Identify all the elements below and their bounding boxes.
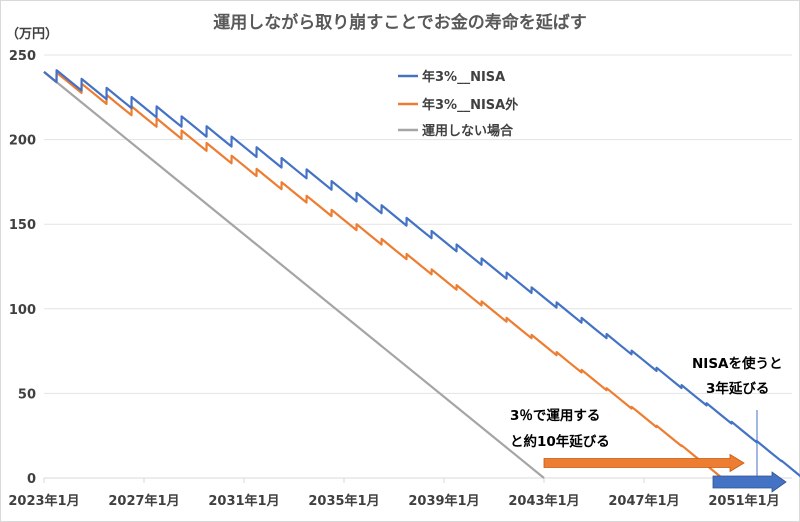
y-tick-label: 0 [27,472,36,487]
x-tick-label: 2047年1月 [608,493,679,509]
annotation-10-years-line2: と約10年延びる [510,433,610,450]
legend: 年3%__NISA 年3%__NISA外 運用しない場合 [398,69,518,139]
annotation-10-years-line1: 3％で運用する [510,408,600,424]
x-tick-label: 2031年1月 [208,493,279,509]
x-axis-ticks: 2023年1月 2027年1月 2031年1月 2035年1月 2039年1月 2043年… [8,478,780,509]
series-line-1 [43,71,723,479]
legend-label-non-nisa: 年3%__NISA外 [422,97,518,113]
y-tick-label: 250 [9,49,36,64]
annotation-3-years-line1: NISAを使うと [692,355,783,372]
x-tick-label: 2043年1月 [508,493,579,509]
x-tick-label: 2023年1月 [8,493,79,509]
legend-label-no-investment: 運用しない場合 [422,123,514,139]
y-tick-label: 150 [9,218,36,233]
annotation-arrow-orange [543,453,745,473]
chart-title: 運用しながら取り崩すことでお金の寿命を延ばす [213,12,587,33]
annotation-10-years: 3％で運用する と約10年延びる [510,408,745,473]
series-line-2 [43,71,545,479]
annotation-3-years-line2: 3年延びる [706,380,769,397]
y-tick-label: 200 [9,134,36,149]
annotation-arrow-blue [712,471,787,493]
y-axis-unit-label: （万円） [6,26,58,42]
legend-label-nisa: 年3%__NISA [422,69,505,85]
x-tick-label: 2051年1月 [708,493,779,509]
x-tick-label: 2027年1月 [108,493,179,509]
y-tick-label: 50 [18,387,36,402]
y-axis-ticks: 0 50 100 150 200 250 [9,49,36,487]
y-tick-label: 100 [9,303,36,318]
series-line-0 [43,69,800,478]
annotation-3-years: NISAを使うと 3年延びる [692,355,787,493]
gridlines [44,54,792,479]
x-tick-label: 2035年1月 [308,493,379,509]
series-lines [43,69,800,479]
x-tick-label: 2039年1月 [408,493,479,509]
